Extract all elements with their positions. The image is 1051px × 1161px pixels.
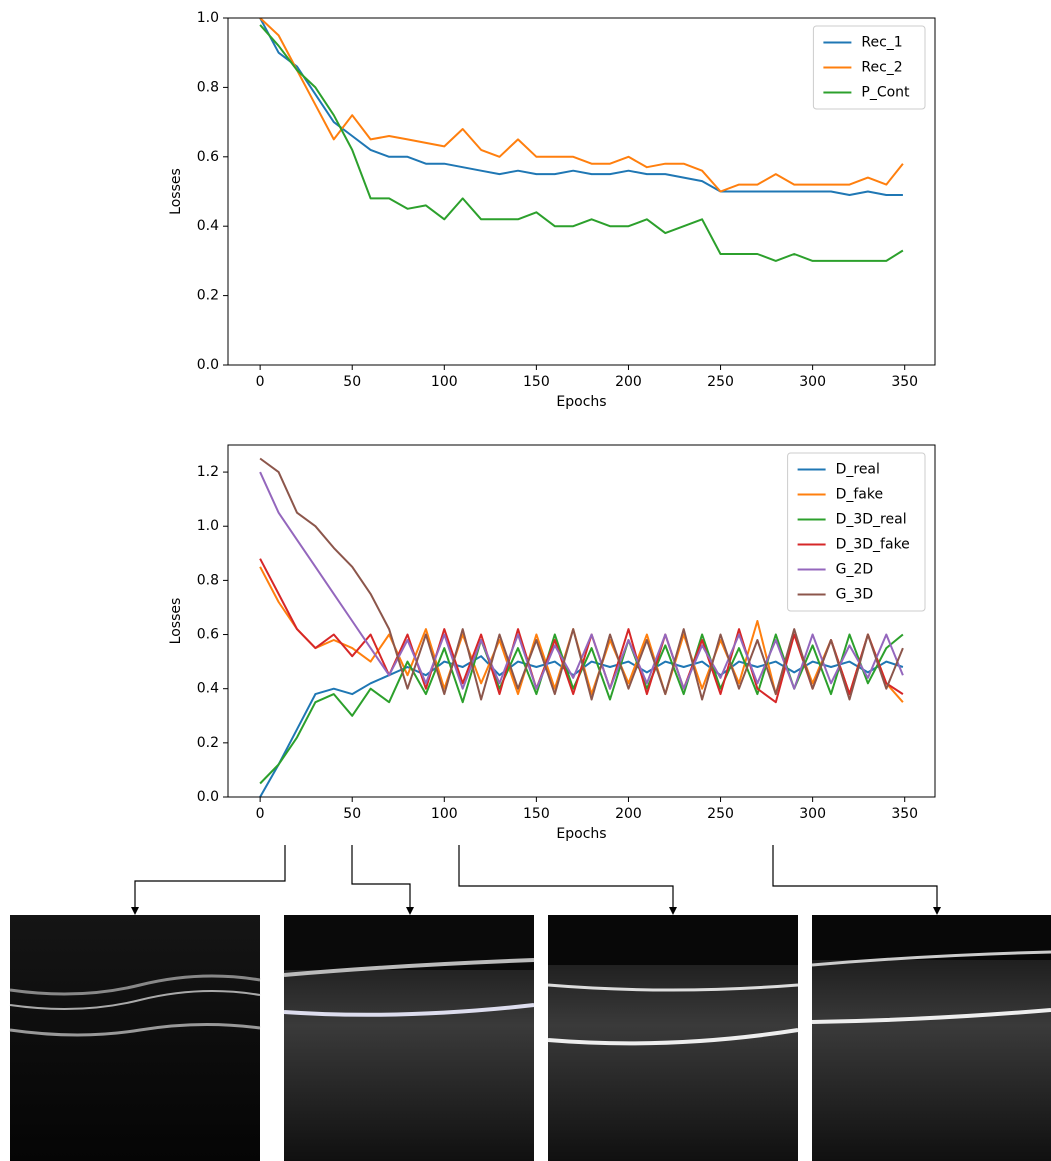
legend-label: D_3D_real xyxy=(836,512,907,528)
legend-label: D_3D_fake xyxy=(836,537,910,553)
oct-image xyxy=(811,915,1051,1161)
arrow xyxy=(351,845,411,908)
arrows xyxy=(134,845,938,908)
x-tick-label: 250 xyxy=(707,374,734,390)
x-tick-label: 150 xyxy=(523,374,550,390)
series-line xyxy=(259,18,903,196)
legend-label: D_real xyxy=(836,462,880,478)
y-axis-label: Losses xyxy=(168,168,184,215)
arrowhead xyxy=(131,907,139,915)
y-tick-label: 0.2 xyxy=(197,735,219,751)
x-tick-label: 150 xyxy=(523,806,550,822)
legend-label: D_fake xyxy=(836,487,884,503)
series-line xyxy=(259,24,904,262)
legend-label: G_2D xyxy=(836,562,874,578)
series-line xyxy=(259,471,904,690)
legend-label: G_3D xyxy=(836,587,874,603)
arrow xyxy=(772,845,938,908)
legend-label: P_Cont xyxy=(861,85,910,101)
arrowhead xyxy=(406,907,414,915)
arrowheads xyxy=(131,907,941,915)
y-tick-label: 0.4 xyxy=(197,681,219,697)
x-tick-label: 50 xyxy=(343,806,361,822)
x-tick-label: 100 xyxy=(431,374,458,390)
x-tick-label: 50 xyxy=(343,374,361,390)
x-tick-label: 100 xyxy=(431,806,458,822)
y-tick-label: 0.8 xyxy=(197,79,219,95)
arrowhead xyxy=(669,907,677,915)
y-tick-label: 0.0 xyxy=(197,789,219,805)
legend-frame xyxy=(812,25,926,110)
y-tick-label: 0.4 xyxy=(197,218,219,234)
x-tick-label: 350 xyxy=(891,374,918,390)
legend-label: Rec_1 xyxy=(861,35,902,51)
y-tick-label: 1.0 xyxy=(197,10,219,26)
oct-image xyxy=(547,915,799,1161)
oct-image xyxy=(283,915,535,1161)
axes-frame xyxy=(227,17,936,366)
x-tick-label: 300 xyxy=(799,806,826,822)
series-line xyxy=(259,18,904,193)
series-line xyxy=(259,457,904,701)
x-tick-label: 350 xyxy=(891,806,918,822)
plot-area xyxy=(259,457,904,797)
arrowhead xyxy=(933,907,941,915)
plot-area xyxy=(259,18,904,262)
y-tick-label: 1.2 xyxy=(197,464,219,480)
series-line xyxy=(259,655,904,797)
x-tick-label: 250 xyxy=(707,806,734,822)
x-tick-label: 200 xyxy=(615,374,642,390)
legend: Rec_1 Rec_2 P_Cont xyxy=(812,25,926,110)
arrow xyxy=(458,845,674,908)
oct-image xyxy=(9,915,261,1161)
y-axis-label: Losses xyxy=(168,598,184,645)
y-tick-label: 0.6 xyxy=(197,149,219,165)
x-tick-label: 0 xyxy=(256,806,265,822)
x-tick-label: 200 xyxy=(615,806,642,822)
y-tick-label: 0.2 xyxy=(197,288,219,304)
y-tick-label: 0.8 xyxy=(197,572,219,588)
legend: D_real D_fake D_3D_real D_3D_fake G_2D G_3D xyxy=(787,452,926,612)
y-tick-label: 0.0 xyxy=(197,357,219,373)
y-tick-label: 1.0 xyxy=(197,518,219,534)
legend-label: Rec_2 xyxy=(861,60,902,76)
x-axis-label: Epochs xyxy=(556,394,606,410)
x-tick-label: 0 xyxy=(256,374,265,390)
chart: 0 50 100 150 200 250 300 350 0.0 0.2 0.4 0.6 0.8 1.0 E… xyxy=(168,10,936,410)
y-tick-label: 0.6 xyxy=(197,627,219,643)
chart: 0 50 100 150 200 250 300 350 0.0 0.2 0.4 0.6 0.8 1.0 1… xyxy=(168,444,936,842)
x-tick-label: 300 xyxy=(799,374,826,390)
axes-frame xyxy=(227,444,936,798)
arrow xyxy=(134,845,286,908)
legend-frame xyxy=(787,452,926,612)
x-axis-label: Epochs xyxy=(556,826,606,842)
